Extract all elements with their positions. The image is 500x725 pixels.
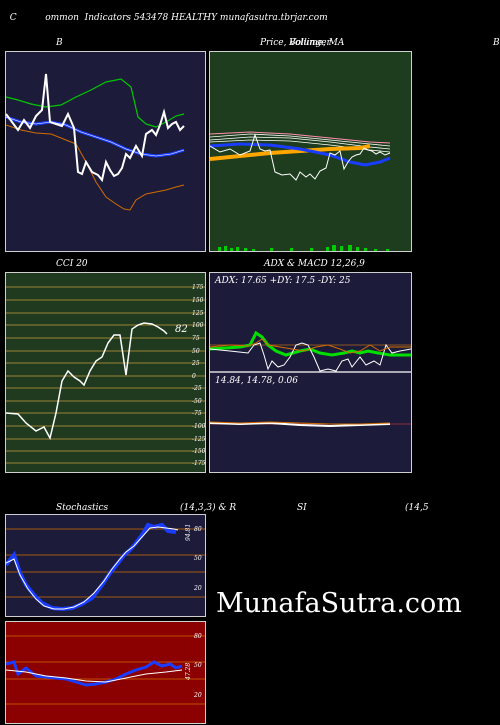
stochastics-params: (14,3,3) & R [180,503,237,513]
cci-tick-label: -100 [192,423,205,430]
cci-grid [6,286,205,464]
cci-tick-label: -75 [192,410,202,417]
cci-tick-label: 175 [192,284,204,291]
stochastics-d-line [6,526,179,610]
rsi-line [6,660,183,687]
price-chart [210,131,391,251]
rsi-tick-80: 80 [194,633,202,640]
stochastics-panel: 80 50 20 94.81 [5,514,206,617]
macd-signal-line [210,421,391,425]
cci-tick-label: -150 [192,448,205,455]
header-title: ommon Indicators 543478 HEALTHY munafasu… [45,13,328,23]
price-ma-line-1 [210,133,391,147]
adx-values: ADX: 17.65 +DY: 17.5 -DY: 25 [215,276,351,286]
adx-line [210,330,411,357]
macd-values: 14.84, 14.78, 0.06 [215,376,298,386]
rsi-chart: 80 50 20 47.28 [6,633,205,705]
watermark-logo: MunafaSutra.com [216,588,462,619]
adx-minus-di-line [210,338,411,354]
page-title: C ommon Indicators 543478 HEALTHY munafa… [4,3,328,23]
rsi-value: 47.28 [185,663,192,681]
stochastics-k-line [6,522,177,612]
rsi-title: SI [297,503,307,513]
cci-tick-label: 125 [192,310,204,317]
price-ma-line-2 [210,136,391,150]
cci-tick-label: -25 [192,385,202,392]
bollinger-upper-band [6,78,185,128]
cci-panel: 175 150 125 100 75 50 25 0 -25 -50 -75 -100 -125 -150… [5,272,206,473]
cci-tick-label: 25 [191,360,200,367]
bollinger-middle-band-inner [6,116,185,157]
price-orange-ma [210,144,371,161]
price-close-line [210,133,391,181]
rsi-tick-20: 20 [193,692,202,699]
rsi-average-line [6,669,183,683]
adx-chart: 14.84, 14.78, 0.06 [210,330,411,428]
cci-tick-label: -50 [192,398,202,405]
price-title: Price, Volume, MA [260,38,345,48]
bollinger-chart [6,73,185,211]
bollinger-lower-band [6,124,185,211]
cci-value: 82 [175,324,188,335]
cci-tick-label: 100 [192,322,204,329]
cci-tick-label: 150 [192,297,204,304]
rsi-params: (14,5 [405,503,429,513]
price-pink-line [210,131,391,144]
cci-tick-label: -125 [192,436,205,443]
stoch-tick-20: 20 [193,585,202,592]
bollinger-price-line [6,73,185,183]
price-blue-ma [210,142,391,167]
stoch-tick-80: 80 [194,526,202,533]
price-overlay-label: Bollinger [289,38,331,48]
cci-tick-label: 50 [192,348,200,355]
cci-tick-label: 0 [192,373,196,380]
bollinger-title: B [56,38,63,48]
volume-bars [218,245,389,251]
price-ma-line-3 [210,139,391,153]
cci-tick-labels: 175 150 125 100 75 50 25 0 -25 -50 -75 -100 -125 -150… [191,284,205,467]
macd-line [210,421,391,428]
rsi-panel: 80 50 20 47.28 [5,621,206,724]
adx-plus-di-line [210,342,411,372]
adx-panel: ADX: 17.65 +DY: 17.5 -DY: 25 14.84, 14.7… [209,272,412,473]
stochastics-chart: 80 50 20 94.81 [6,522,205,612]
rsi-tick-50: 50 [194,662,202,669]
cci-chart: 175 150 125 100 75 50 25 0 -25 -50 -75 -100 -125 -150… [6,284,205,467]
adx-title: ADX & MACD 12,26,9 [264,259,365,269]
header-left-letter: C [9,13,17,23]
price-right-letter: B [493,38,500,48]
cci-title: CCI 20 [56,259,88,269]
cci-tick-label: 75 [192,335,200,342]
price-panel [209,51,412,252]
cci-tick-label: -175 [192,460,205,467]
stochastics-title: Stochastics [56,503,109,513]
cci-line [6,322,168,441]
stoch-tick-50: 50 [194,555,202,562]
stochastics-value: 94.81 [185,524,192,541]
bollinger-panel [5,51,206,252]
